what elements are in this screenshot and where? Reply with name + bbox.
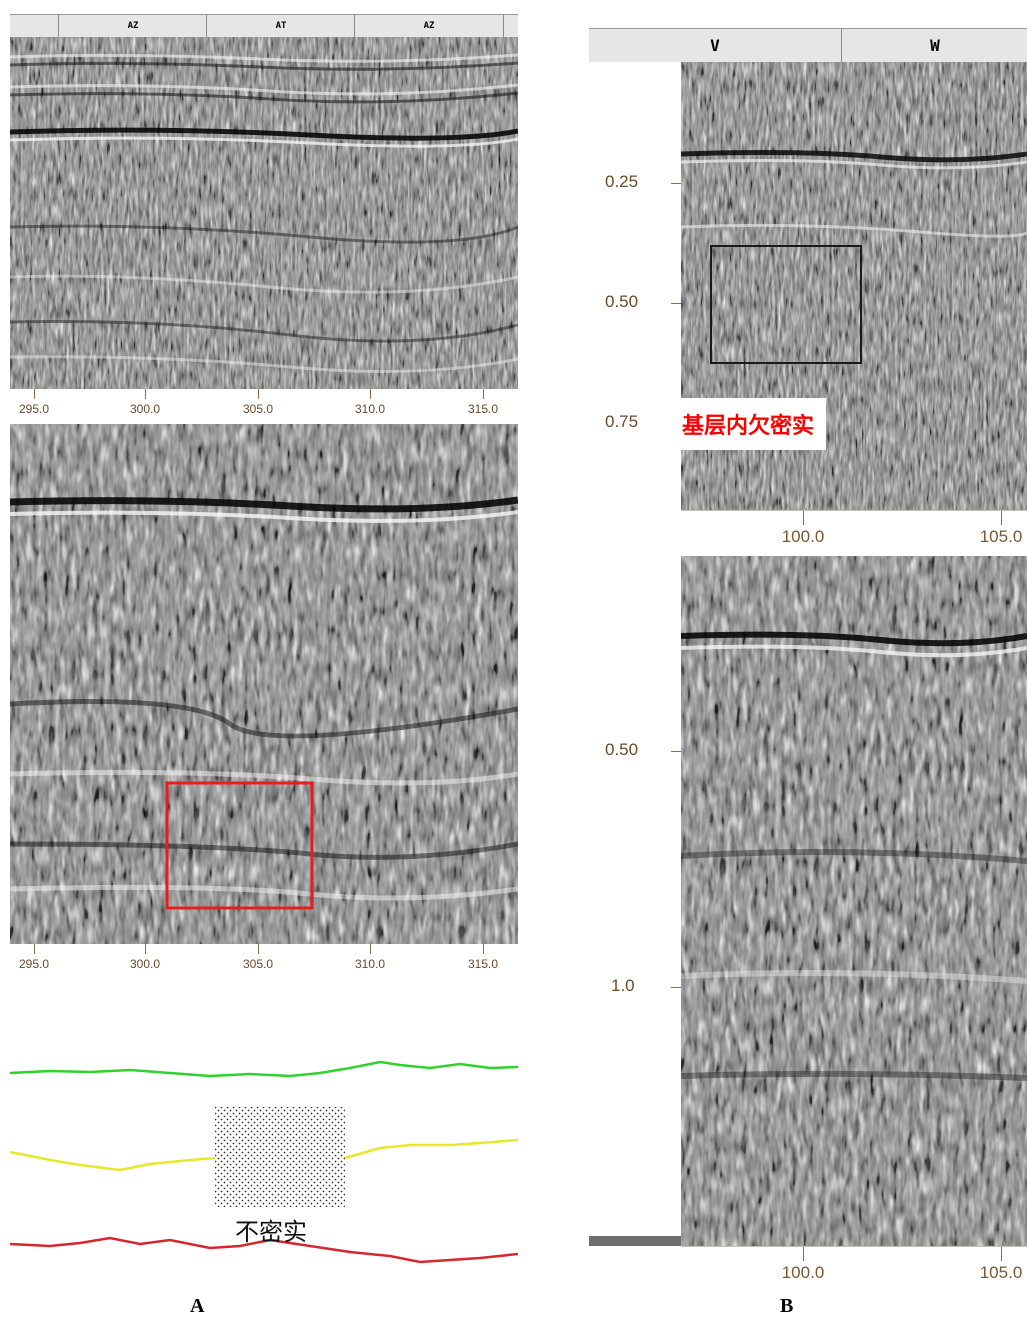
x-tick-label: 105.0 [979, 1263, 1023, 1282]
panel-a-radargram-top [10, 37, 518, 389]
panel-a-marker-2: AT [206, 15, 355, 37]
layer-line-yellow [9, 1138, 519, 1172]
time-tick-label: 0.75 [605, 412, 639, 431]
time-tick-label: 0.25 [605, 172, 639, 191]
x-tick-label: 100.0 [781, 1263, 825, 1282]
panel-b-x-axis-bottom: 100.0 105.0 [681, 1246, 1027, 1289]
panel-b-marker-1: V [710, 36, 720, 55]
time-tick-label: 0.50 [605, 740, 639, 759]
panel-b-x-axis-top: 100.0 105.0 [681, 510, 1027, 555]
panel-b-marker-bar: V W [589, 28, 1027, 64]
x-tick-label: 300.0 [129, 957, 161, 971]
panel-b-radargram-bottom [681, 556, 1027, 1246]
x-tick-label: 310.0 [354, 957, 386, 971]
panel-a-radargram-middle [10, 424, 518, 944]
x-tick-label: 295.0 [18, 957, 50, 971]
panel-a-marker-3: AZ [354, 15, 504, 37]
x-tick-label: 315.0 [467, 957, 499, 971]
panel-b-time-axis-top: 0.25 0.50 0.75 [589, 62, 682, 508]
highlight-box-a [165, 781, 314, 910]
x-tick-label: 305.0 [242, 957, 274, 971]
radargram-middle-image [10, 424, 518, 944]
panel-a-caption: A [190, 1295, 205, 1317]
panel-a-marker-1: AZ [58, 15, 207, 37]
panel-a-marker-bar: AZ AT AZ [10, 14, 518, 38]
highlight-box-b [710, 245, 862, 364]
x-tick-label: 105.0 [979, 527, 1023, 546]
x-tick-label: 295.0 [18, 402, 50, 416]
panel-a-annotation: 不密实 [235, 1218, 307, 1246]
x-tick-label: 315.0 [467, 402, 499, 416]
x-tick-label: 100.0 [781, 527, 825, 546]
x-tick-label: 305.0 [242, 402, 274, 416]
radargram-top-image [10, 37, 518, 389]
panel-a-x-axis-bottom: 295.0 300.0 305.0 310.0 315.0 [10, 944, 518, 978]
panel-b-time-axis-bottom: 0.50 1.0 [589, 556, 682, 1236]
x-tick-label: 310.0 [354, 402, 386, 416]
panel-a-x-axis-top: 295.0 300.0 305.0 310.0 315.0 [10, 389, 518, 423]
panel-b-marker-2: W [841, 29, 1027, 63]
panel-a-layer-lines: 不密实 [9, 1040, 519, 1280]
layer-line-red [9, 1236, 519, 1264]
x-tick-label: 300.0 [129, 402, 161, 416]
time-tick-label: 0.50 [605, 292, 639, 311]
radargram-b-bottom-image [681, 556, 1027, 1246]
panel-b-bottom-strip [589, 1236, 681, 1246]
stipple-zone [215, 1107, 345, 1207]
panel-b-caption: B [780, 1295, 794, 1317]
panel-b-annotation: 基层内欠密实 [670, 398, 827, 450]
layer-line-green [9, 1060, 519, 1078]
time-tick-label: 1.0 [611, 976, 635, 995]
